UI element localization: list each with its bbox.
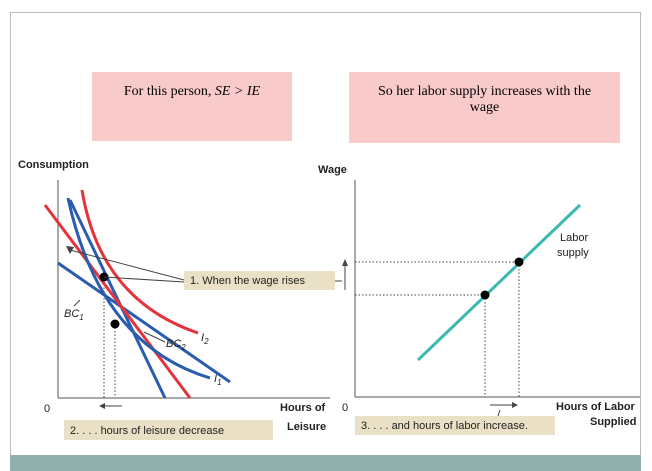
- x-label: Supplied: [590, 416, 636, 428]
- y-label: Consumption: [18, 159, 89, 171]
- callout: 3. . . . and hours of labor increase.: [361, 420, 528, 432]
- pointer: [143, 331, 166, 343]
- labor-supply-curve: [416, 203, 582, 362]
- bc2-line: [43, 204, 192, 399]
- bc1-line: [57, 261, 231, 384]
- point: [514, 257, 524, 267]
- arrowhead: [99, 403, 105, 409]
- callout-box: [184, 271, 335, 290]
- arrowhead: [512, 402, 518, 408]
- i2-label: I2: [201, 332, 209, 346]
- i1-base: I: [214, 373, 217, 385]
- bc1-base: BC: [64, 308, 79, 320]
- bc1-sub: 1: [79, 313, 83, 322]
- arrowhead: [66, 246, 74, 254]
- x-label: Leisure: [287, 421, 326, 433]
- curve-label: supply: [557, 247, 589, 259]
- i2-sub: 2: [203, 337, 209, 346]
- callout-box: [64, 420, 273, 440]
- x-label: Hours of: [280, 402, 326, 414]
- bc2-blue: [68, 199, 167, 399]
- note-text: For this person,: [123, 84, 215, 99]
- arrowhead: [342, 259, 348, 266]
- note-text: So her labor supply increases with the w…: [377, 84, 592, 115]
- pointer: [69, 249, 185, 281]
- bc2-sub: 2: [180, 343, 186, 352]
- point: [110, 319, 120, 329]
- i1-curve: [66, 197, 211, 380]
- i2-curve: [80, 189, 199, 335]
- pointer: [497, 409, 501, 417]
- pointer: [73, 299, 81, 307]
- callout-box: [355, 416, 555, 435]
- point: [480, 290, 490, 300]
- callout: 2. . . . hours of leisure decrease: [70, 425, 224, 437]
- callout: 1. When the wage rises: [190, 275, 305, 287]
- i1-sub: 1: [217, 378, 221, 387]
- note-box: So her labor supply increases with the w…: [349, 72, 620, 143]
- i1-label: I1: [214, 373, 222, 387]
- pointer: [103, 276, 185, 283]
- i2-base: I: [201, 332, 204, 344]
- x-label: Hours of Labor: [556, 401, 636, 413]
- note-box: For this person, SE > IE: [92, 72, 292, 141]
- y-label: Wage: [318, 164, 347, 176]
- bc2-label: BC2: [166, 338, 186, 352]
- origin: 0: [342, 402, 348, 414]
- origin: 0: [44, 403, 50, 415]
- note-emphasis: SE > IE: [214, 84, 261, 99]
- curve-label: Labor: [560, 232, 588, 244]
- footer-bar: [10, 455, 641, 471]
- bc2-base: BC: [166, 338, 181, 350]
- bc1-label: BC1: [64, 308, 84, 322]
